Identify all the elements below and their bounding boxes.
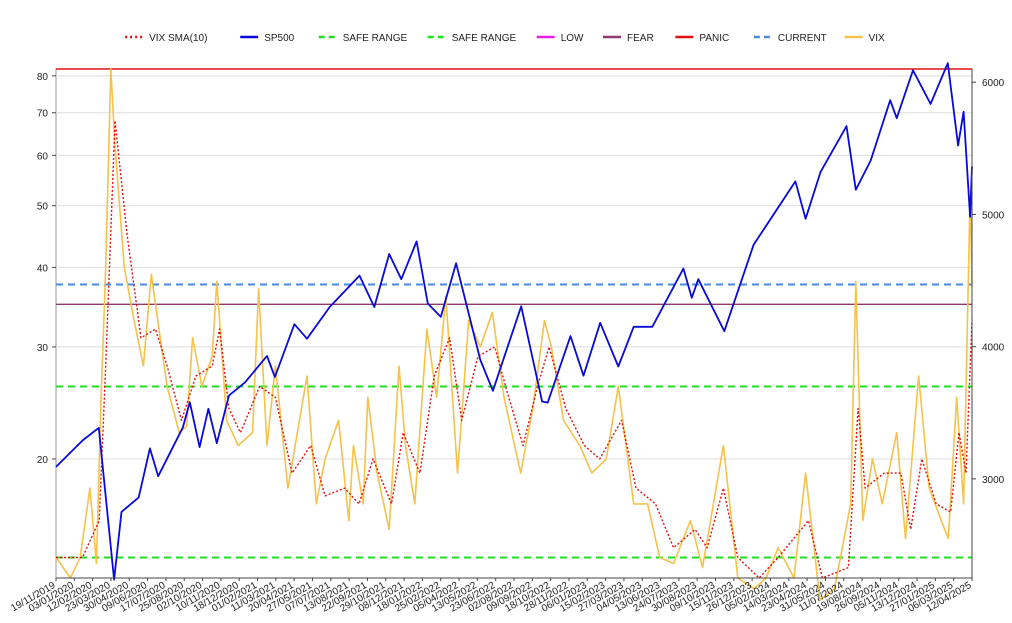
axes: 20304050607080300040005000600019/11/2019… (9, 69, 1005, 615)
y-right-tick-label: 3000 (982, 475, 1005, 486)
y-left-tick-label: 40 (37, 263, 49, 274)
y-left-tick-label: 60 (37, 151, 49, 162)
legend-label: PANIC (699, 33, 729, 44)
series-line-sp500 (55, 62, 973, 581)
y-right-tick-label: 5000 (982, 210, 1005, 221)
series-layer (55, 62, 973, 601)
y-left-tick-label: 50 (37, 202, 49, 213)
legend-label: SAFE RANGE (343, 33, 408, 44)
legend-label: LOW (561, 33, 584, 44)
reference-levels (56, 68, 972, 559)
y-left-tick-label: 70 (37, 109, 49, 120)
legend-label: CURRENT (778, 33, 827, 44)
legend-label: SAFE RANGE (452, 33, 517, 44)
y-right-tick-label: 6000 (982, 78, 1005, 89)
legend-label: VIX (869, 33, 885, 44)
legend-label: VIX SMA(10) (149, 33, 207, 44)
legend: VIX SMA(10) SP500 SAFE RANGE SAFE RANGE LOW F… (125, 33, 885, 44)
y-left-tick-label: 80 (37, 72, 49, 83)
legend-label: SP500 (264, 33, 294, 44)
y-right-tick-label: 4000 (982, 343, 1005, 354)
legend-label: FEAR (627, 33, 654, 44)
y-left-tick-label: 30 (37, 343, 49, 354)
y-left-tick-label: 20 (37, 455, 49, 466)
series-line-vix (55, 68, 973, 601)
series-line-vix-sma-10 (56, 120, 973, 579)
